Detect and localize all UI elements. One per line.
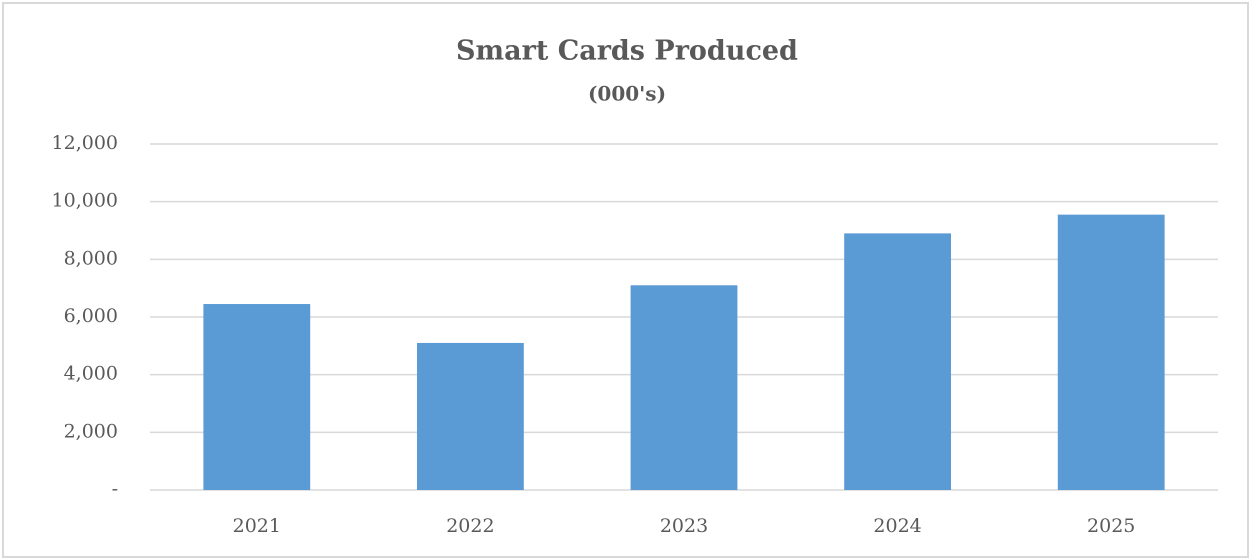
chart-subtitle: (000's) — [588, 82, 666, 106]
bar — [417, 342, 524, 490]
y-tick-label: 4,000 — [64, 363, 118, 385]
y-tick-label: 8,000 — [64, 247, 118, 269]
bar — [203, 304, 311, 490]
bar — [1057, 214, 1165, 490]
y-tick-label: - — [112, 478, 118, 500]
bar — [844, 233, 951, 490]
x-tick-label: 2023 — [660, 515, 708, 537]
y-tick-label: 6,000 — [64, 305, 118, 327]
x-tick-label: 2021 — [233, 515, 281, 537]
y-tick-label: 12,000 — [52, 132, 118, 154]
x-tick-label: 2024 — [873, 515, 921, 537]
y-tick-label: 10,000 — [52, 190, 118, 212]
chart-title: Smart Cards Produced — [456, 36, 798, 67]
y-tick-label: 2,000 — [64, 420, 118, 442]
bar — [630, 285, 738, 490]
x-tick-label: 2022 — [446, 515, 494, 537]
x-tick-label: 2025 — [1087, 515, 1135, 537]
